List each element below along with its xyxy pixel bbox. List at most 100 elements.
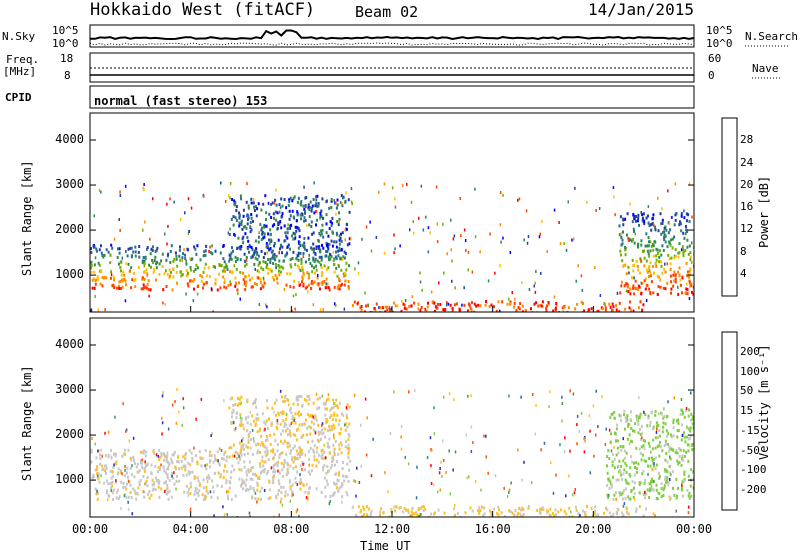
heatmap-cell [143, 277, 146, 281]
heatmap-cell [296, 482, 299, 486]
heatmap-cell [161, 265, 164, 268]
heatmap-cell [270, 250, 273, 254]
heatmap-cell [341, 202, 343, 206]
heatmap-cell [137, 486, 140, 490]
heatmap-cell [345, 406, 348, 410]
heatmap-cell [308, 463, 310, 467]
heatmap-cell [150, 493, 153, 497]
heatmap-cell [240, 395, 243, 399]
heatmap-cell [321, 243, 323, 247]
heatmap-cell [590, 506, 593, 510]
heatmap-cell [393, 251, 395, 255]
heatmap-cell [298, 235, 301, 239]
heatmap-cell [681, 480, 684, 484]
heatmap-cell [682, 250, 685, 254]
heatmap-cell [313, 454, 316, 458]
heatmap-cell [659, 212, 662, 216]
heatmap-cell [280, 497, 283, 501]
heatmap-cell [162, 288, 165, 292]
heatmap-cell [276, 277, 279, 281]
heatmap-cell [601, 395, 603, 399]
heatmap-cell [628, 306, 631, 310]
heatmap-cell [568, 474, 570, 478]
heatmap-cell [367, 507, 370, 511]
heatmap-cell [266, 450, 269, 454]
heatmap-cell [664, 270, 667, 274]
heatmap-cell [514, 297, 516, 301]
heatmap-cell [689, 484, 692, 488]
heatmap-cell [206, 476, 209, 480]
heatmap-cell [559, 242, 562, 246]
heatmap-cell [256, 481, 259, 485]
heatmap-cell [660, 222, 663, 226]
heatmap-cell [692, 264, 694, 268]
heatmap-cell [455, 302, 458, 306]
heatmap-cell [651, 217, 654, 221]
heatmap-cell [690, 468, 693, 472]
heatmap-cell [608, 511, 611, 515]
heatmap-cell [151, 245, 154, 249]
heatmap-cell [331, 216, 334, 220]
heatmap-cell [336, 460, 339, 463]
heatmap-cell [286, 398, 289, 402]
heatmap-cell [236, 246, 239, 250]
heatmap-cell [114, 452, 117, 456]
heatmap-cell [341, 282, 343, 286]
heatmap-cell [348, 242, 351, 246]
heatmap-cell [240, 424, 242, 428]
heatmap-cell [289, 247, 291, 251]
heatmap-cell [674, 273, 677, 277]
heatmap-cell [166, 202, 168, 206]
heatmap-cell [330, 199, 333, 203]
heatmap-cell [674, 248, 677, 252]
heatmap-cell [237, 461, 240, 465]
heatmap-cell [620, 284, 623, 288]
heatmap-cell [281, 468, 284, 472]
heatmap-cell [125, 495, 128, 499]
heatmap-cell [518, 307, 521, 311]
heatmap-cell [619, 291, 622, 295]
heatmap-cell [641, 453, 644, 457]
heatmap-cell [613, 493, 616, 497]
heatmap-cell [143, 470, 146, 473]
heatmap-cell [118, 218, 120, 221]
heatmap-cell [620, 232, 623, 236]
heatmap-cell [248, 244, 251, 248]
heatmap-cell [201, 493, 204, 497]
heatmap-cell [673, 223, 676, 227]
heatmap-cell [337, 284, 340, 288]
heatmap-cell [299, 473, 301, 477]
heatmap-cell [139, 478, 142, 482]
heatmap-cell [655, 247, 658, 251]
heatmap-cell [338, 234, 341, 238]
heatmap-cell [681, 483, 683, 487]
heatmap-cell [207, 491, 210, 495]
heatmap-cell [238, 216, 241, 220]
heatmap-cell [242, 487, 245, 491]
heatmap-cell [309, 447, 312, 450]
heatmap-cell [402, 183, 404, 187]
heatmap-cell [527, 504, 530, 508]
heatmap-cell [664, 475, 667, 479]
freq-label: Freq. [6, 53, 40, 66]
heatmap-cell [643, 279, 646, 283]
heatmap-cell [471, 270, 474, 274]
noise-strip-frame [89, 24, 695, 48]
heatmap-cell [314, 204, 317, 208]
heatmap-cell [430, 448, 433, 452]
heatmap-cell [281, 251, 283, 255]
heatmap-cell [283, 439, 286, 443]
heatmap-cell [130, 473, 133, 477]
heatmap-cell [297, 398, 300, 402]
heatmap-cell [322, 468, 325, 472]
heatmap-cell [186, 247, 189, 251]
heatmap-cell [443, 271, 445, 275]
heatmap-cell [345, 268, 348, 272]
heatmap-cell [580, 411, 583, 415]
heatmap-cell [214, 278, 217, 282]
heatmap-cell [378, 306, 380, 310]
heatmap-cell [99, 453, 101, 457]
heatmap-cell [291, 490, 294, 494]
heatmap-cell [275, 494, 277, 498]
heatmap-cell [608, 302, 611, 306]
